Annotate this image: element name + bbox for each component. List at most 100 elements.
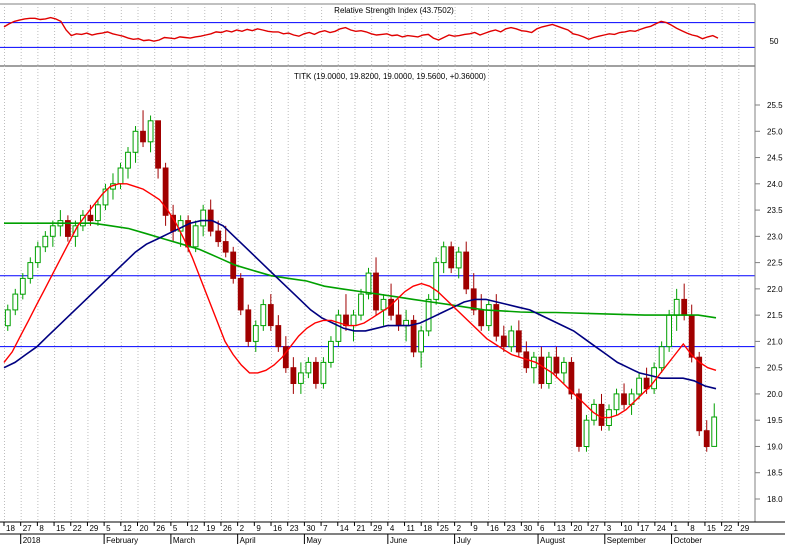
month-label: May bbox=[306, 536, 321, 545]
day-tick-label: 18 bbox=[6, 524, 15, 533]
rsi-vertical-grid bbox=[4, 4, 740, 66]
candle-body bbox=[395, 314, 402, 327]
candlestick bbox=[335, 309, 342, 347]
day-tick-label: 17 bbox=[640, 524, 649, 533]
candle-body bbox=[568, 361, 575, 395]
candle-body bbox=[335, 314, 342, 342]
candle-body bbox=[561, 361, 567, 374]
candle-body bbox=[65, 220, 71, 237]
candlestick bbox=[267, 294, 274, 331]
day-tick-label: 23 bbox=[507, 524, 516, 533]
candle-body bbox=[688, 314, 695, 358]
candlestick bbox=[207, 199, 214, 237]
candlestick bbox=[583, 414, 590, 452]
price-tick-label: 18.5 bbox=[767, 469, 783, 478]
rsi-tick-label: 50 bbox=[770, 37, 779, 46]
day-tick-label: 8 bbox=[39, 524, 44, 533]
candle-body bbox=[696, 356, 703, 432]
candlestick bbox=[245, 304, 252, 347]
day-tick-label: 21 bbox=[356, 524, 365, 533]
candle-body bbox=[140, 130, 146, 143]
candlestick bbox=[140, 110, 146, 148]
day-tick-label: 11 bbox=[407, 524, 416, 533]
candle-body bbox=[500, 335, 507, 348]
candle-body bbox=[34, 246, 41, 264]
price-tick-label: 22.0 bbox=[767, 285, 783, 294]
candle-body bbox=[380, 298, 387, 311]
day-tick-label: 5 bbox=[106, 524, 111, 533]
candlestick bbox=[613, 388, 620, 415]
candle-body bbox=[485, 304, 492, 327]
candle-body bbox=[245, 309, 252, 342]
slow-moving-average-line bbox=[4, 222, 717, 319]
candlestick bbox=[523, 341, 530, 373]
candlestick bbox=[290, 357, 297, 394]
candle-body bbox=[290, 367, 297, 385]
candlestick bbox=[328, 336, 334, 368]
day-tick-label: 12 bbox=[123, 524, 132, 533]
day-tick-label: 26 bbox=[223, 524, 232, 533]
price-tick-label: 22.5 bbox=[767, 259, 783, 268]
candlestick bbox=[162, 162, 169, 226]
candlestick bbox=[27, 257, 34, 284]
price-title: TITK (19.0000, 19.8200, 19.0000, 19.5600… bbox=[294, 72, 486, 81]
candlestick bbox=[561, 357, 567, 384]
candlestick bbox=[515, 320, 522, 358]
candlestick bbox=[455, 246, 462, 279]
candlestick bbox=[222, 225, 229, 258]
price-tick-label: 20.0 bbox=[767, 390, 783, 399]
month-label: March bbox=[173, 536, 195, 545]
candlestick bbox=[102, 183, 109, 211]
candle-body bbox=[350, 314, 357, 327]
price-tick-label: 20.5 bbox=[767, 364, 783, 373]
day-tick-labels: 18 27 8 15 22 29 5 12 20 26 5 12 19 26 2 9 16 23 30 7 14 21 29… bbox=[3, 522, 750, 533]
candle-body bbox=[42, 235, 49, 248]
candle-body bbox=[515, 330, 522, 353]
day-tick-label: 8 bbox=[690, 524, 695, 533]
candle-body bbox=[282, 346, 289, 369]
candle-body bbox=[418, 330, 425, 353]
price-panel: TITK (19.0000, 19.8200, 19.0000, 19.5600… bbox=[0, 66, 755, 522]
month-label: June bbox=[390, 536, 408, 545]
month-labels: 2018 February March April May June July August S… bbox=[20, 534, 702, 545]
candle-body bbox=[260, 304, 267, 327]
candle-body bbox=[320, 361, 327, 384]
day-tick-label: 20 bbox=[140, 524, 149, 533]
candlestick bbox=[320, 357, 327, 389]
candle-body bbox=[643, 377, 650, 390]
candlestick bbox=[538, 346, 545, 389]
candle-body bbox=[636, 377, 643, 395]
day-tick-label: 29 bbox=[89, 524, 98, 533]
candle-body bbox=[328, 340, 334, 363]
candlestick bbox=[192, 220, 199, 253]
candlestick bbox=[65, 215, 71, 242]
candle-body bbox=[448, 246, 455, 269]
day-tick-label: 30 bbox=[523, 524, 532, 533]
candle-body bbox=[147, 120, 154, 143]
price-tick-label: 23.0 bbox=[767, 232, 783, 241]
day-tick-label: 9 bbox=[256, 524, 261, 533]
candle-body bbox=[463, 251, 470, 290]
candlestick bbox=[237, 273, 244, 316]
candle-body bbox=[703, 430, 710, 448]
candle-body bbox=[215, 230, 222, 243]
candlestick bbox=[500, 325, 507, 352]
candle-body bbox=[267, 304, 274, 327]
candlestick bbox=[425, 294, 432, 337]
candlestick-series bbox=[4, 110, 718, 452]
candle-body bbox=[80, 214, 86, 227]
candlestick bbox=[313, 357, 319, 389]
day-tick-label: 15 bbox=[707, 524, 716, 533]
candlestick bbox=[215, 220, 222, 247]
candlestick bbox=[448, 241, 455, 274]
candle-body bbox=[298, 372, 304, 384]
price-tick-label: 25.5 bbox=[767, 101, 783, 110]
candle-body bbox=[673, 298, 680, 316]
day-tick-label: 23 bbox=[290, 524, 299, 533]
candle-body bbox=[478, 309, 485, 327]
candlestick bbox=[658, 341, 665, 373]
rsi-title: Relative Strength Index (43.7502) bbox=[334, 6, 454, 15]
day-tick-label: 29 bbox=[740, 524, 749, 533]
candlestick bbox=[252, 320, 259, 352]
candle-body bbox=[87, 214, 94, 222]
